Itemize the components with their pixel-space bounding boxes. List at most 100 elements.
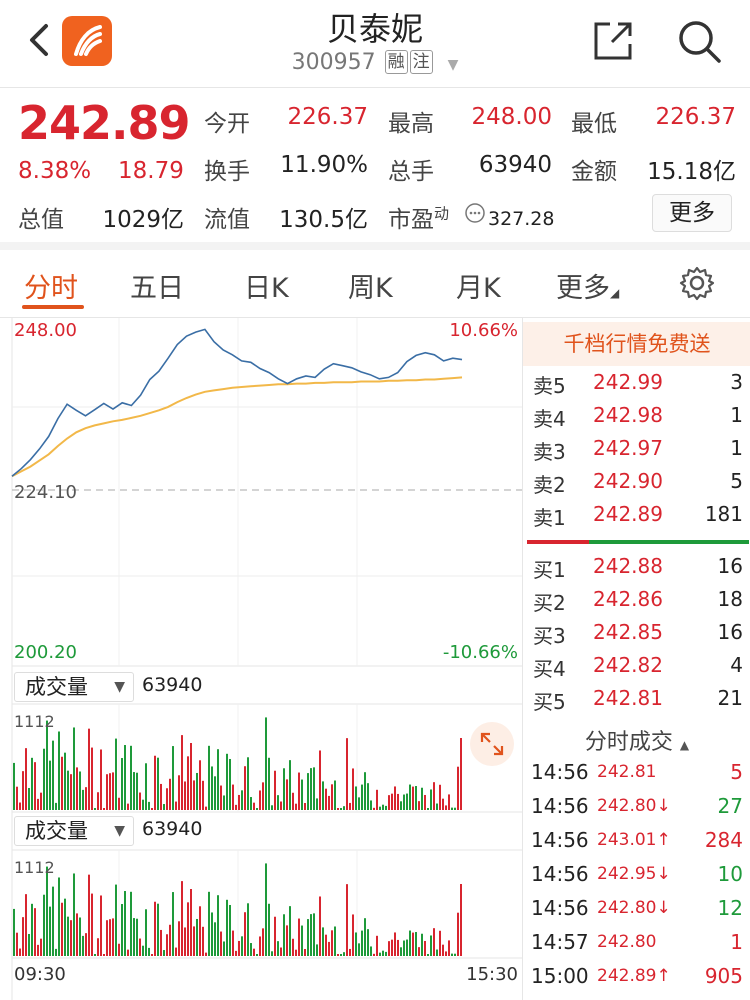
volume-bar: [223, 941, 225, 956]
volume-bar: [100, 895, 102, 956]
bid-row: 买4 242.82 4: [523, 653, 750, 685]
volume-bar: [400, 947, 402, 956]
time-end-label: 15:30: [466, 964, 518, 985]
volume-bar: [295, 949, 297, 956]
expand-chart-button[interactable]: [470, 722, 514, 766]
volume-bar: [97, 938, 99, 956]
float-cap-value: 130.5亿: [279, 207, 368, 233]
volume-header-1: 成交量 ▼ 63940: [14, 672, 520, 704]
volume-bar: [25, 748, 27, 810]
volume-bar: [415, 932, 417, 956]
settings-gear-icon[interactable]: [678, 264, 716, 302]
volume-bar: [385, 805, 387, 810]
volume-bar: [424, 794, 426, 810]
stock-code-line: 300957 融注 ▼: [0, 50, 750, 75]
tab-monthly-k[interactable]: 月K: [456, 273, 501, 304]
bid-ask-ratio-bar: [527, 540, 749, 544]
bid-quantity: 21: [717, 686, 743, 710]
volume-bar: [40, 792, 42, 810]
dropdown-icon[interactable]: ▼: [447, 57, 459, 73]
tab-five-day[interactable]: 五日: [130, 273, 184, 304]
market-cap-value: 1029亿: [102, 207, 184, 233]
volume-bar: [304, 949, 306, 956]
volume-bar: [445, 805, 447, 810]
margin-tag: 融: [384, 50, 408, 74]
volume-bar: [244, 766, 246, 810]
volume-bar: [442, 944, 444, 956]
volume-bar: [40, 938, 42, 956]
volume-bar: [184, 781, 186, 810]
tab-more[interactable]: 更多◢: [556, 273, 620, 304]
volume-bar: [301, 925, 303, 956]
volume-bar: [436, 949, 438, 956]
share-icon[interactable]: [590, 18, 636, 64]
volume-bar: [109, 919, 111, 956]
volume-bar: [361, 930, 363, 956]
pct-low-label: -10.66%: [442, 642, 518, 663]
volume-bar: [325, 934, 327, 956]
volume-bar: [364, 772, 366, 810]
indicator-select-1[interactable]: 成交量 ▼: [14, 672, 134, 702]
volume-bar: [451, 953, 453, 956]
volume-bar: [271, 805, 273, 810]
volume-bar: [376, 935, 378, 956]
bid-quantity: 16: [717, 620, 743, 644]
volume-bar: [157, 903, 159, 956]
ask-price: 242.90: [593, 469, 663, 493]
volume-bar: [292, 938, 294, 956]
volume-bar: [406, 793, 408, 810]
bid-quantity: 18: [717, 587, 743, 611]
search-icon[interactable]: [676, 18, 722, 64]
volume-bar: [139, 792, 141, 810]
tab-daily-k[interactable]: 日K: [244, 273, 289, 304]
promo-banner[interactable]: 千档行情免费送: [523, 322, 750, 366]
volume-bar: [286, 779, 288, 810]
volume-bar: [427, 954, 429, 956]
volume-bar: [250, 797, 252, 810]
volume-bar: [67, 770, 69, 810]
volume-bar: [73, 873, 75, 956]
volume-bar: [319, 896, 321, 956]
volume-bar: [166, 788, 168, 810]
bid-price: 242.81: [593, 686, 663, 710]
volume-bar: [358, 943, 360, 956]
volume-bar: [70, 774, 72, 810]
volume-bar: [430, 789, 432, 810]
volume-bar: [421, 933, 423, 956]
tab-intraday[interactable]: 分时: [24, 273, 78, 304]
volume-bar: [334, 780, 336, 810]
open-label: 今开: [204, 111, 250, 137]
more-button[interactable]: 更多: [652, 194, 732, 232]
intraday-chart[interactable]: 248.00 10.66% 224.10 200.20 -10.66% 成交量 ▼…: [0, 318, 522, 1000]
volume-bar: [340, 954, 342, 956]
trade-price: 242.81: [597, 762, 657, 782]
volume-bar: [439, 930, 441, 956]
volume-bar: [415, 786, 417, 810]
trade-price: 242.95↓: [597, 864, 671, 884]
float-cap-label: 流值: [204, 207, 250, 233]
volume-bar: [448, 794, 450, 810]
volume-bar: [256, 954, 258, 956]
volume-bar: [163, 950, 165, 956]
more-dots-icon[interactable]: [464, 202, 486, 224]
volume-bar: [367, 929, 369, 956]
volume-bar: [391, 793, 393, 810]
bid-level-label: 买5: [533, 690, 566, 714]
volume-bar: [352, 768, 354, 810]
volume-bar: [280, 947, 282, 956]
tab-weekly-k[interactable]: 周K: [348, 273, 393, 304]
volume-bar: [151, 808, 153, 810]
trade-volume: 12: [717, 896, 743, 920]
volume-bar: [295, 803, 297, 810]
back-icon[interactable]: [22, 18, 62, 62]
volume-bar: [178, 921, 180, 956]
trade-volume: 1: [730, 930, 743, 954]
trade-time: 14:57: [531, 930, 589, 954]
quote-summary: 242.89 8.38% 18.79 今开 226.37 最高 248.00 最…: [0, 88, 750, 250]
bid-price: 242.86: [593, 587, 663, 611]
volume-bar: [433, 782, 435, 810]
indicator-select-2[interactable]: 成交量 ▼: [14, 816, 134, 846]
trades-title[interactable]: 分时成交 ▲: [584, 730, 690, 755]
bid-row: 买5 242.81 21: [523, 686, 750, 718]
volume-bar: [79, 771, 81, 810]
